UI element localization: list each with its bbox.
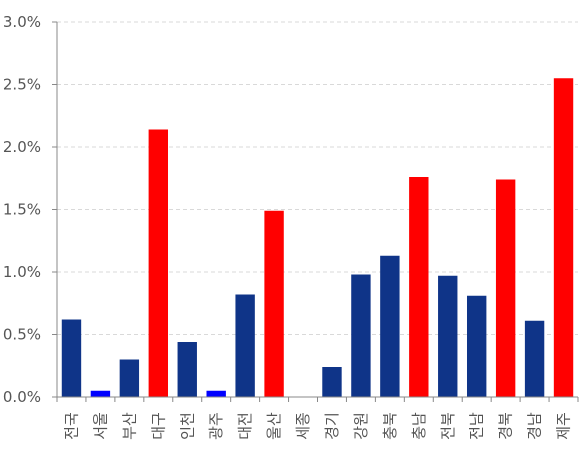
y-tick-label: 2.0% [3, 138, 41, 156]
bar [235, 294, 255, 397]
x-tick-label: 제주 [555, 412, 573, 440]
y-axis-ticks: 0.0% 0.5% 1.0% 1.5% 2.0% 2.5% 3.0% [3, 13, 41, 406]
x-tick-label: 부산 [120, 412, 138, 440]
y-tick-label: 2.5% [3, 76, 41, 94]
x-tick-label: 세종 [294, 412, 312, 440]
x-tick-label: 광주 [207, 412, 225, 440]
x-axis-labels: 전국 서울 부산 대구 인천 광주 대전 울산 세종 경기 강원 충북 충남 전북 전남 경북 경남 제주 [62, 412, 572, 440]
y-tick-label: 0.5% [3, 326, 41, 344]
x-tick-label: 경북 [497, 412, 515, 440]
gridlines [57, 21, 578, 335]
bar [495, 179, 516, 397]
bar [553, 78, 574, 397]
x-tick-label: 전남 [468, 412, 486, 440]
bar [380, 255, 400, 397]
bar [264, 210, 284, 397]
bar [61, 319, 82, 397]
bar [90, 390, 111, 397]
bar [206, 390, 226, 397]
x-tick-label: 인천 [178, 412, 196, 440]
x-tick-label: 전국 [62, 412, 80, 440]
bar [351, 274, 371, 397]
x-tick-label: 대전 [236, 412, 254, 440]
x-tick-label: 강원 [352, 412, 370, 440]
y-tick-label: 1.5% [3, 201, 41, 219]
x-tick-label: 충남 [410, 412, 428, 440]
bar [148, 129, 169, 397]
x-tick-label: 서울 [91, 412, 109, 440]
bar [466, 295, 487, 397]
x-tick-label: 대구 [149, 412, 167, 440]
x-tick-label: 경기 [323, 412, 341, 440]
bar [322, 367, 342, 397]
y-tick-label: 1.0% [3, 263, 41, 281]
bar [119, 359, 140, 397]
bar [524, 320, 545, 397]
x-tick-label: 울산 [265, 412, 283, 440]
bar [409, 177, 429, 397]
x-tick-label: 경남 [526, 412, 544, 440]
x-tick-label: 전북 [439, 412, 457, 440]
y-tick-label: 0.0% [3, 388, 41, 406]
y-tick-label: 3.0% [3, 13, 41, 31]
axes [52, 21, 579, 402]
bars [61, 78, 574, 397]
x-tick-label: 충북 [381, 412, 399, 440]
bar [438, 275, 458, 397]
bar [177, 342, 197, 397]
